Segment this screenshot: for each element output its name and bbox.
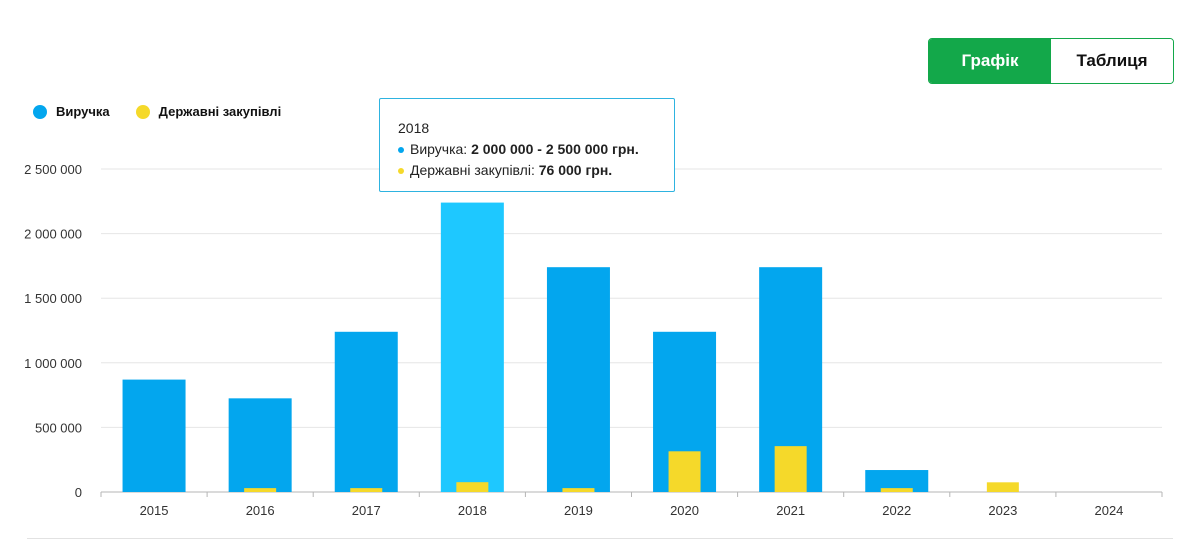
- revenue-bar: [865, 470, 929, 492]
- tooltip-procurement-dot: [398, 167, 404, 174]
- procurement-bar: [986, 482, 1019, 492]
- x-tick-label: 2018: [458, 503, 487, 518]
- view-toggle: Графік Таблиця: [928, 38, 1174, 84]
- procurement-bar: [880, 488, 913, 492]
- bottom-divider: [27, 538, 1173, 539]
- legend-item-revenue[interactable]: Виручка: [33, 104, 110, 119]
- y-tick-label: 500 000: [35, 420, 82, 435]
- y-tick-label: 1 000 000: [24, 356, 82, 371]
- procurement-bar: [350, 488, 383, 492]
- revenue-bar: [334, 331, 398, 492]
- legend-revenue-label: Виручка: [56, 104, 110, 119]
- revenue-bar: [546, 267, 610, 492]
- x-tick-label: 2015: [140, 503, 169, 518]
- chart-tooltip: 2018 Виручка: 2 000 000 - 2 500 000 грн.…: [379, 98, 675, 192]
- tooltip-procurement-label: Державні закупівлі:: [410, 162, 535, 178]
- y-tick-label: 1 500 000: [24, 291, 82, 306]
- legend-procurement-dot: [135, 104, 150, 119]
- procurement-bar: [774, 446, 807, 492]
- y-tick-label: 0: [75, 485, 82, 500]
- tooltip-year: 2018: [398, 120, 430, 136]
- legend-revenue-dot: [33, 104, 47, 119]
- x-tick-label: 2019: [564, 503, 593, 518]
- legend-procurement-label: Державні закупівлі: [158, 104, 282, 119]
- x-tick-label: 2021: [776, 503, 805, 518]
- tooltip-revenue-value: 2 000 000 - 2 500 000 грн.: [471, 141, 639, 157]
- x-tick-label: 2016: [246, 503, 275, 518]
- procurement-bar: [456, 482, 489, 492]
- x-tick-label: 2020: [670, 503, 699, 518]
- tooltip-procurement-value: 76 000 грн.: [538, 162, 613, 178]
- legend-item-procurement[interactable]: Державні закупівлі: [135, 104, 282, 119]
- x-tick-label: 2023: [988, 503, 1017, 518]
- table-view-button[interactable]: Таблиця: [1051, 39, 1173, 83]
- revenue-bar: [228, 398, 292, 492]
- x-tick-label: 2024: [1094, 503, 1123, 518]
- tooltip-revenue-dot: [398, 146, 404, 153]
- revenue-bar: [440, 202, 504, 493]
- procurement-bar: [244, 488, 277, 492]
- revenue-bar: [122, 379, 186, 492]
- procurement-bar: [668, 451, 701, 492]
- tooltip-revenue-row: Виручка: 2 000 000 - 2 500 000 грн.: [398, 139, 674, 160]
- chart-view-button[interactable]: Графік: [929, 39, 1051, 83]
- y-tick-label: 2 000 000: [24, 227, 82, 242]
- procurement-bar: [562, 488, 595, 492]
- x-tick-label: 2022: [882, 503, 911, 518]
- x-tick-label: 2017: [352, 503, 381, 518]
- y-tick-label: 2 500 000: [24, 162, 82, 177]
- chart-legend: Виручка Державні закупівлі: [33, 104, 281, 119]
- tooltip-revenue-label: Виручка:: [410, 141, 468, 157]
- tooltip-procurement-row: Державні закупівлі: 76 000 грн.: [398, 160, 674, 181]
